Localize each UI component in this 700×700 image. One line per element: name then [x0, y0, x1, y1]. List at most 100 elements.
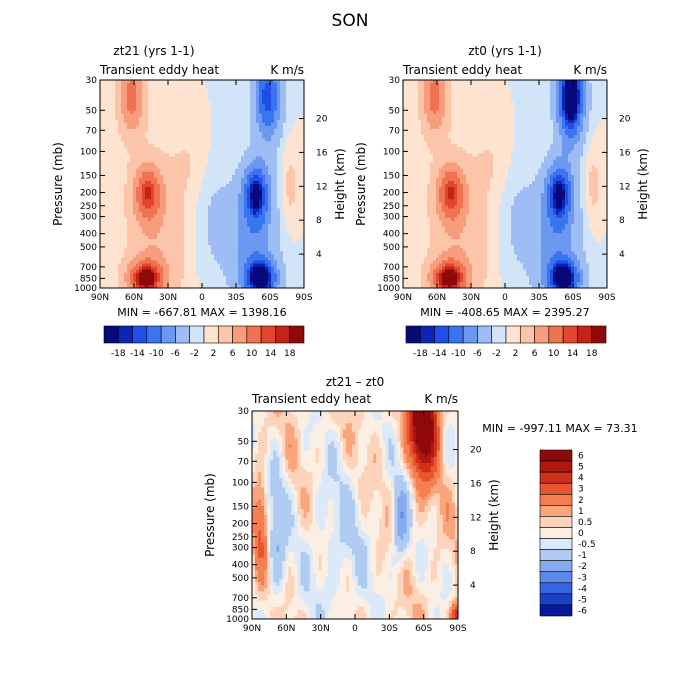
heat-cell — [151, 107, 155, 111]
heat-cell — [160, 220, 164, 225]
heat-cell — [193, 217, 197, 222]
heat-cell — [277, 239, 281, 243]
heat-cell — [295, 245, 299, 249]
heat-cell — [232, 110, 236, 115]
heat-cell — [196, 171, 200, 176]
heat-cell — [169, 214, 173, 219]
heat-cell — [181, 229, 185, 234]
heat-cell — [175, 254, 179, 258]
heat-cell — [112, 190, 116, 194]
heat-cell — [289, 251, 293, 255]
heat-cell — [541, 86, 545, 90]
heat-cell — [148, 217, 152, 222]
heat-cell — [286, 138, 290, 142]
heat-cell — [100, 113, 104, 118]
heat-cell — [262, 193, 266, 197]
heat-cell — [271, 147, 275, 151]
heat-cell — [199, 272, 203, 277]
heat-cell — [127, 168, 131, 173]
heat-cell — [118, 272, 122, 277]
heat-cell — [259, 122, 263, 127]
heat-cell — [250, 214, 254, 219]
heat-cell — [283, 138, 287, 142]
heat-cell — [301, 190, 305, 194]
heat-cell — [256, 202, 260, 206]
heat-cell — [217, 284, 221, 289]
heat-cell — [289, 226, 293, 231]
heat-cell — [289, 174, 293, 179]
heat-cell — [130, 190, 134, 194]
heat-cell — [508, 86, 512, 90]
heat-cell — [109, 92, 113, 96]
heat-cell — [163, 80, 167, 84]
heat-cell — [211, 132, 215, 136]
heat-cell — [604, 83, 608, 87]
heat-cell — [217, 220, 221, 225]
heat-cell — [259, 260, 263, 264]
heat-cell — [232, 174, 236, 179]
heat-cell — [103, 184, 107, 188]
heat-cell — [172, 80, 176, 84]
heat-cell — [190, 168, 194, 173]
heat-cell — [109, 110, 113, 115]
heat-cell — [271, 165, 275, 170]
heat-cell — [226, 205, 230, 209]
heat-cell — [235, 281, 239, 286]
heat-cell — [133, 174, 137, 179]
heat-cell — [280, 220, 284, 225]
heat-cell — [226, 263, 230, 267]
heat-cell — [256, 245, 260, 249]
heat-cell — [241, 171, 245, 176]
heat-cell — [205, 199, 209, 203]
heat-cell — [127, 135, 131, 139]
heat-cell — [127, 177, 131, 182]
heat-cell — [184, 254, 188, 258]
heat-cell — [196, 150, 200, 154]
heat-cell — [136, 162, 140, 167]
heat-cell — [160, 251, 164, 255]
heat-cell — [259, 171, 263, 176]
heat-cell — [190, 98, 194, 102]
heat-cell — [202, 95, 206, 99]
heat-cell — [220, 119, 224, 124]
heat-cell — [211, 196, 215, 200]
heat-cell — [196, 226, 200, 231]
heat-cell — [250, 116, 254, 121]
heat-cell — [274, 260, 278, 264]
heat-cell — [241, 116, 245, 121]
heat-cell — [298, 254, 302, 258]
heat-cell — [139, 196, 143, 200]
heat-cell — [112, 180, 116, 185]
heat-cell — [199, 208, 203, 212]
heat-cell — [136, 138, 140, 142]
heat-cell — [214, 122, 218, 127]
heat-cell — [205, 281, 209, 286]
heat-cell — [238, 242, 242, 246]
heat-cell — [196, 196, 200, 200]
heat-cell — [181, 278, 185, 283]
heat-cell — [154, 284, 158, 289]
heat-cell — [157, 196, 161, 200]
heat-cell — [166, 89, 170, 93]
heat-cell — [148, 107, 152, 111]
heat-cell — [196, 165, 200, 170]
heat-cell — [175, 236, 179, 240]
heat-cell — [157, 208, 161, 212]
heat-cell — [298, 211, 302, 215]
heat-cell — [301, 86, 305, 90]
heat-cell — [172, 168, 176, 173]
heat-cell — [286, 110, 290, 115]
heat-cell — [289, 125, 293, 130]
heat-cell — [247, 211, 251, 215]
heat-cell — [145, 138, 149, 142]
heat-cell — [178, 199, 182, 203]
heat-cell — [301, 236, 305, 240]
heat-cell — [226, 116, 230, 121]
heat-cell — [202, 119, 206, 124]
heat-cell — [148, 205, 152, 209]
heat-cell — [211, 223, 215, 228]
heat-cell — [169, 266, 173, 271]
heat-cell — [592, 86, 596, 90]
heat-cell — [271, 263, 275, 267]
heat-cell — [196, 95, 200, 99]
